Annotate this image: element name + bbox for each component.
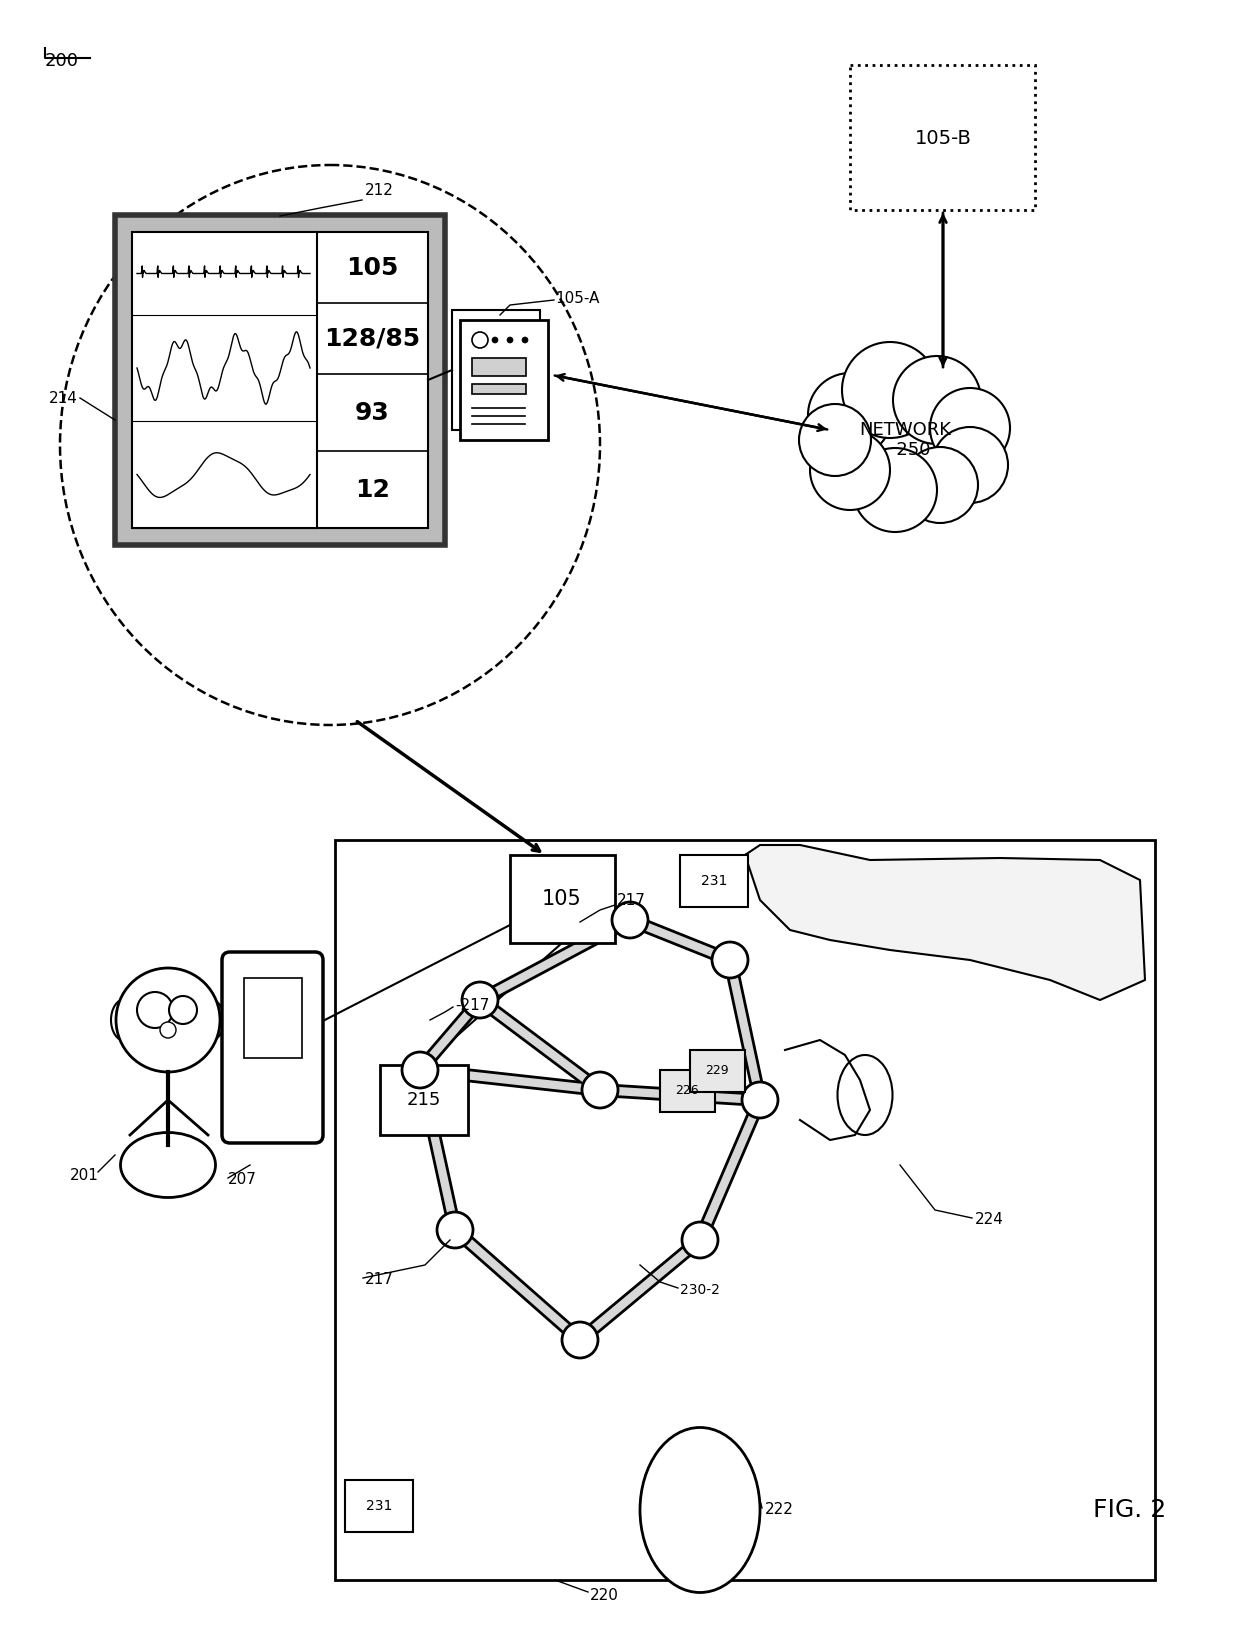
Circle shape xyxy=(853,448,937,533)
Bar xyxy=(689,1051,745,1091)
Circle shape xyxy=(682,1222,718,1258)
Circle shape xyxy=(402,1052,438,1088)
Text: 220: 220 xyxy=(590,1588,619,1603)
Bar xyxy=(460,319,548,440)
Text: 105-B: 105-B xyxy=(915,129,971,148)
Circle shape xyxy=(742,1082,777,1117)
Bar xyxy=(131,231,428,528)
Bar xyxy=(660,1070,715,1113)
Text: 229: 229 xyxy=(706,1064,729,1077)
Text: FIG. 2: FIG. 2 xyxy=(1094,1499,1167,1521)
Text: 222: 222 xyxy=(765,1502,794,1518)
Text: 105: 105 xyxy=(542,889,582,909)
Circle shape xyxy=(799,404,870,476)
Text: 224: 224 xyxy=(975,1212,1004,1228)
Bar xyxy=(472,358,526,376)
Text: 105: 105 xyxy=(346,256,399,280)
Polygon shape xyxy=(745,845,1145,1000)
Circle shape xyxy=(507,337,513,344)
Text: 231: 231 xyxy=(701,875,727,888)
Ellipse shape xyxy=(196,999,224,1041)
Circle shape xyxy=(932,427,1008,503)
Text: 214: 214 xyxy=(50,391,78,406)
Ellipse shape xyxy=(60,165,600,725)
Text: 207: 207 xyxy=(228,1173,257,1188)
Circle shape xyxy=(169,995,197,1025)
Bar xyxy=(849,65,1035,210)
Circle shape xyxy=(136,992,174,1028)
Text: 93: 93 xyxy=(355,401,389,425)
Circle shape xyxy=(582,1072,618,1108)
Bar xyxy=(453,310,539,430)
Bar xyxy=(335,841,1154,1580)
Circle shape xyxy=(436,1212,472,1248)
Circle shape xyxy=(160,1021,176,1038)
Text: 212: 212 xyxy=(365,182,394,199)
Circle shape xyxy=(613,902,649,938)
Circle shape xyxy=(901,446,978,523)
Bar xyxy=(115,215,445,546)
Text: 210: 210 xyxy=(255,1039,289,1057)
Circle shape xyxy=(522,337,528,344)
Circle shape xyxy=(562,1323,598,1359)
Circle shape xyxy=(712,942,748,977)
Text: 201: 201 xyxy=(69,1168,99,1183)
Text: 231: 231 xyxy=(366,1499,392,1513)
Ellipse shape xyxy=(120,1132,216,1197)
Text: NETWORK
   250: NETWORK 250 xyxy=(859,420,951,459)
Text: 215: 215 xyxy=(407,1091,441,1109)
Text: 105-A: 105-A xyxy=(556,290,599,306)
Circle shape xyxy=(930,388,1011,468)
Ellipse shape xyxy=(837,1056,893,1135)
Circle shape xyxy=(117,968,219,1072)
Text: 226: 226 xyxy=(676,1085,699,1098)
Ellipse shape xyxy=(640,1427,760,1593)
Bar xyxy=(472,384,526,394)
Text: 200: 200 xyxy=(45,52,79,70)
Ellipse shape xyxy=(112,999,139,1041)
Circle shape xyxy=(463,982,498,1018)
Circle shape xyxy=(893,357,981,445)
Text: 12: 12 xyxy=(355,477,389,502)
Bar xyxy=(379,1065,467,1135)
Text: -217: -217 xyxy=(455,997,490,1013)
FancyBboxPatch shape xyxy=(222,951,322,1144)
Bar xyxy=(244,977,303,1057)
Text: 217: 217 xyxy=(618,893,646,907)
Bar xyxy=(510,855,615,943)
Bar xyxy=(345,1481,413,1531)
Circle shape xyxy=(810,430,890,510)
Circle shape xyxy=(808,373,892,458)
Bar xyxy=(680,855,748,907)
Text: 217: 217 xyxy=(365,1272,394,1287)
Text: 230-2: 230-2 xyxy=(680,1284,720,1297)
Circle shape xyxy=(842,342,937,438)
Circle shape xyxy=(472,332,489,349)
Circle shape xyxy=(492,337,498,344)
Text: 128/85: 128/85 xyxy=(325,326,420,350)
